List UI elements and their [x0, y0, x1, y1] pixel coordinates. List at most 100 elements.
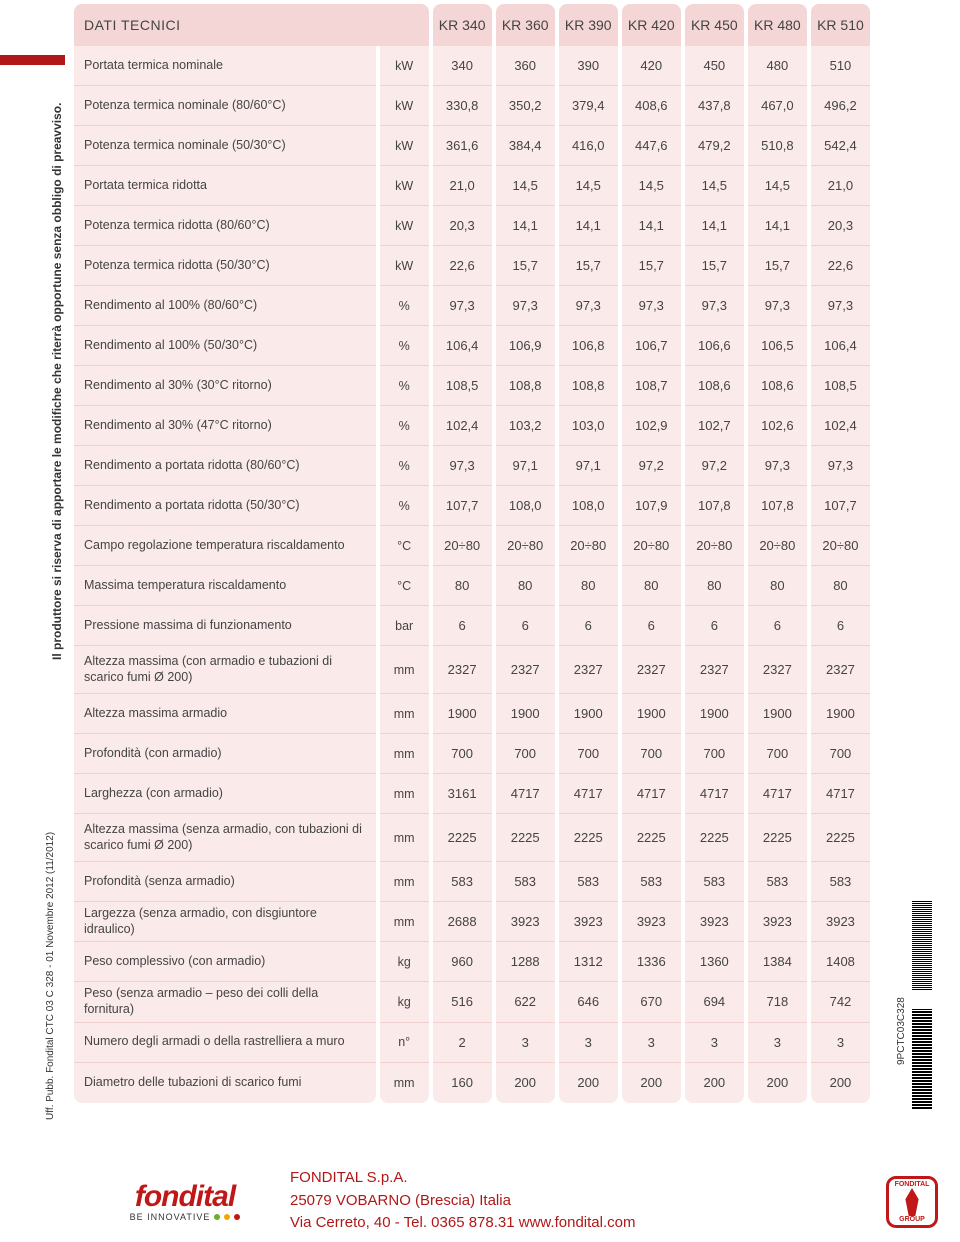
param-cell: Rendimento al 100% (80/60°C) [74, 286, 376, 326]
value-cell: 4717 [496, 774, 555, 814]
unit-cell: kW [380, 166, 429, 206]
table-row: Profondità (con armadio)mm70070070070070… [74, 734, 870, 774]
value-cell: 622 [496, 982, 555, 1022]
badge-top-text: FONDITAL [895, 1181, 930, 1188]
param-cell: Rendimento al 30% (47°C ritorno) [74, 406, 376, 446]
value-cell: 1900 [433, 694, 492, 734]
value-cell: 200 [685, 1063, 744, 1103]
value-cell: 2225 [811, 814, 870, 862]
value-cell: 14,5 [496, 166, 555, 206]
table-row: Altezza massima (con armadio e tubazioni… [74, 646, 870, 694]
value-cell: 3923 [748, 902, 807, 942]
value-cell: 3161 [433, 774, 492, 814]
unit-cell: mm [380, 734, 429, 774]
table-row: Larghezza (con armadio)mm316147174717471… [74, 774, 870, 814]
value-cell: 200 [748, 1063, 807, 1103]
value-cell: 6 [622, 606, 681, 646]
unit-cell: °C [380, 566, 429, 606]
unit-cell: kW [380, 126, 429, 166]
value-cell: 107,8 [685, 486, 744, 526]
value-cell: 3923 [685, 902, 744, 942]
value-cell: 2225 [748, 814, 807, 862]
value-cell: 2225 [559, 814, 618, 862]
value-cell: 4717 [748, 774, 807, 814]
value-cell: 108,6 [748, 366, 807, 406]
value-cell: 361,6 [433, 126, 492, 166]
value-cell: 542,4 [811, 126, 870, 166]
value-cell: 6 [685, 606, 744, 646]
param-cell: Rendimento al 100% (50/30°C) [74, 326, 376, 366]
table-row: Altezza massima (senza armadio, con tuba… [74, 814, 870, 862]
table-row: Numero degli armadi o della rastrelliera… [74, 1023, 870, 1063]
value-cell: 1384 [748, 942, 807, 982]
table-row: Rendimento a portata ridotta (50/30°C)%1… [74, 486, 870, 526]
value-cell: 21,0 [811, 166, 870, 206]
value-cell: 200 [496, 1063, 555, 1103]
value-cell: 1312 [559, 942, 618, 982]
value-cell: 20÷80 [559, 526, 618, 566]
value-cell: 480 [748, 46, 807, 86]
dot-icon [214, 1214, 220, 1220]
value-cell: 80 [811, 566, 870, 606]
value-cell: 379,4 [559, 86, 618, 126]
value-cell: 15,7 [685, 246, 744, 286]
param-cell: Pressione massima di funzionamento [74, 606, 376, 646]
value-cell: 108,7 [622, 366, 681, 406]
param-cell: Portata termica ridotta [74, 166, 376, 206]
barcode-icon [912, 900, 932, 990]
model-header: KR 420 [622, 4, 681, 46]
value-cell: 102,9 [622, 406, 681, 446]
value-cell: 20÷80 [685, 526, 744, 566]
param-cell: Diametro delle tubazioni di scarico fumi [74, 1063, 376, 1103]
value-cell: 20,3 [433, 206, 492, 246]
value-cell: 742 [811, 982, 870, 1022]
param-cell: Altezza massima (senza armadio, con tuba… [74, 814, 376, 862]
model-header: KR 510 [811, 4, 870, 46]
address-line: Via Cerreto, 40 - Tel. 0365 878.31 www.f… [290, 1212, 635, 1235]
unit-cell: mm [380, 814, 429, 862]
value-cell: 102,4 [433, 406, 492, 446]
value-cell: 14,1 [685, 206, 744, 246]
table-row: Massima temperatura riscaldamento°C80808… [74, 566, 870, 606]
value-cell: 108,0 [496, 486, 555, 526]
model-header: KR 480 [748, 4, 807, 46]
footer: fondital BE INNOVATIVE FONDITAL S.p.A. 2… [100, 1166, 940, 1236]
value-cell: 2327 [748, 646, 807, 694]
value-cell: 97,3 [748, 446, 807, 486]
value-cell: 15,7 [496, 246, 555, 286]
value-cell: 97,3 [811, 446, 870, 486]
value-cell: 2327 [496, 646, 555, 694]
param-cell: Altezza massima (con armadio e tubazioni… [74, 646, 376, 694]
value-cell: 583 [496, 862, 555, 902]
unit-cell: kW [380, 246, 429, 286]
value-cell: 583 [622, 862, 681, 902]
table-row: Largezza (senza armadio, con disgiuntore… [74, 902, 870, 942]
table-row: Altezza massima armadiomm190019001900190… [74, 694, 870, 734]
value-cell: 107,9 [622, 486, 681, 526]
value-cell: 14,1 [496, 206, 555, 246]
value-cell: 80 [622, 566, 681, 606]
table-row: Potenza termica ridotta (50/30°C)kW22,61… [74, 246, 870, 286]
unit-cell: mm [380, 902, 429, 942]
value-cell: 3 [622, 1023, 681, 1063]
value-cell: 2 [433, 1023, 492, 1063]
param-cell: Rendimento a portata ridotta (50/30°C) [74, 486, 376, 526]
value-cell: 583 [559, 862, 618, 902]
spec-table-container: DATI TECNICI KR 340 KR 360 KR 390 KR 420… [70, 4, 874, 1103]
unit-cell: % [380, 326, 429, 366]
value-cell: 2688 [433, 902, 492, 942]
unit-cell: kW [380, 86, 429, 126]
barcode-label: 9PCTC03C328 [896, 997, 907, 1065]
value-cell: 108,8 [559, 366, 618, 406]
brand-tagline: BE INNOVATIVE [130, 1212, 241, 1222]
unit-cell: mm [380, 774, 429, 814]
value-cell: 21,0 [433, 166, 492, 206]
value-cell: 97,3 [496, 286, 555, 326]
value-cell: 700 [559, 734, 618, 774]
value-cell: 200 [622, 1063, 681, 1103]
param-cell: Campo regolazione temperatura riscaldame… [74, 526, 376, 566]
value-cell: 102,4 [811, 406, 870, 446]
value-cell: 22,6 [811, 246, 870, 286]
value-cell: 2225 [622, 814, 681, 862]
value-cell: 510 [811, 46, 870, 86]
